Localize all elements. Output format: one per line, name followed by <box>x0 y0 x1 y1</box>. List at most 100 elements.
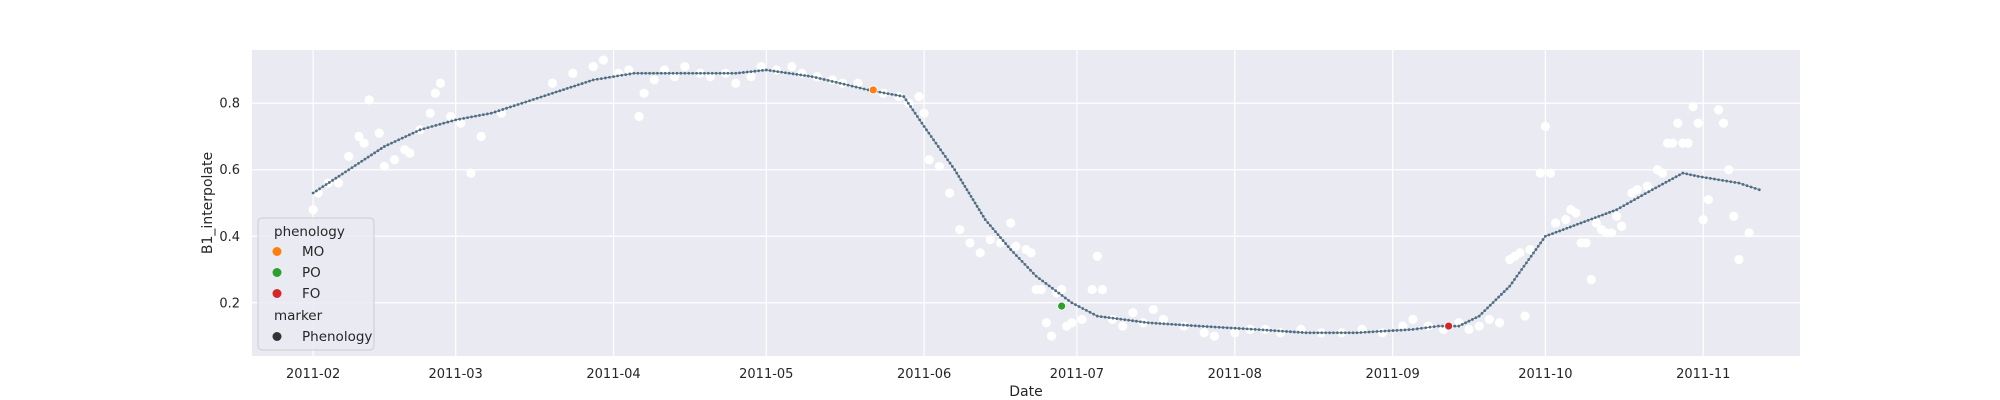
curve-point <box>1328 331 1331 335</box>
curve-point <box>1502 290 1506 293</box>
scatter-point <box>308 205 318 215</box>
curve-point <box>1678 173 1681 177</box>
curve-point <box>353 164 357 167</box>
curve-point <box>906 101 910 105</box>
curve-point <box>311 191 315 195</box>
curve-point <box>1510 281 1514 285</box>
curve-point <box>950 165 954 168</box>
curve-point <box>1185 323 1189 327</box>
curve-point <box>902 95 906 98</box>
curve-point <box>1467 319 1471 323</box>
curve-point <box>1201 324 1205 328</box>
curve-point <box>975 204 979 208</box>
curve-point <box>1050 286 1054 290</box>
y-axis-label: B1_interpolate <box>200 152 216 254</box>
curve-point <box>738 71 741 75</box>
curve-point <box>363 157 367 161</box>
curve-point <box>1753 186 1757 190</box>
x-tick-label: 2011-02 <box>286 367 340 382</box>
curve-point <box>1257 328 1261 332</box>
curve-point <box>1590 217 1594 221</box>
curve-point <box>826 79 830 82</box>
scatter-point <box>1744 228 1754 238</box>
curve-point <box>1057 291 1061 295</box>
curve-point <box>1213 325 1217 329</box>
curve-point <box>1480 311 1484 315</box>
curve-point <box>1497 295 1501 299</box>
curve-point <box>1245 327 1249 331</box>
scatter-point <box>1057 284 1067 295</box>
curve-point <box>1411 327 1415 331</box>
interpolated-curve <box>311 68 1761 335</box>
curve-point <box>1725 179 1729 183</box>
curve-point <box>1316 331 1320 335</box>
curve-point <box>1146 321 1150 325</box>
scatter-point <box>1550 218 1561 228</box>
curve-point <box>357 161 360 165</box>
curve-point <box>1488 303 1492 307</box>
curve-point <box>1508 284 1512 288</box>
curve-point <box>955 171 959 175</box>
curve-point <box>1615 208 1619 212</box>
curve-point <box>1158 322 1162 325</box>
curve-point <box>1004 242 1008 245</box>
scatter-point <box>1617 221 1627 231</box>
curve-point <box>324 183 328 186</box>
curve-point <box>1359 331 1363 334</box>
curve-point <box>636 71 640 75</box>
curve-point <box>850 84 854 88</box>
scatter-point <box>466 168 476 178</box>
curve-point <box>1647 190 1651 194</box>
curve-point <box>1464 321 1468 325</box>
curve-point <box>501 108 505 111</box>
curve-point <box>340 172 344 176</box>
curve-point <box>858 86 862 90</box>
curve-point <box>1543 234 1547 238</box>
curve-point <box>1273 329 1277 333</box>
curve-point <box>1081 307 1085 310</box>
curve-point <box>1261 328 1265 332</box>
curve-point <box>485 112 489 116</box>
scatter-point <box>456 118 466 128</box>
scatter-point <box>634 111 644 122</box>
scatter-point <box>1724 165 1734 175</box>
curve-point <box>1757 188 1761 192</box>
curve-point <box>407 133 411 137</box>
curve-point <box>1312 331 1316 335</box>
curve-point <box>1654 186 1658 190</box>
curve-point <box>973 201 977 205</box>
curve-point <box>1170 322 1174 326</box>
scatter-point <box>1087 284 1097 295</box>
curve-point <box>1209 325 1213 329</box>
legend-label: Phenology <box>302 329 372 345</box>
scatter-point <box>435 78 446 88</box>
curve-point <box>741 71 745 74</box>
scatter-point <box>1612 211 1622 221</box>
curve-point <box>1205 325 1209 328</box>
legend-marker <box>272 247 282 256</box>
curve-point <box>1650 188 1654 192</box>
curve-point <box>442 121 446 125</box>
curve-point <box>1713 177 1716 181</box>
y-tick-label: 0.8 <box>219 97 240 112</box>
curve-point <box>640 71 644 75</box>
scatter-point <box>568 68 578 78</box>
curve-point <box>961 181 965 185</box>
scatter-point <box>1474 321 1484 331</box>
curve-point <box>1515 274 1519 278</box>
scatter-point <box>1683 138 1693 148</box>
curve-point <box>1643 192 1647 196</box>
curve-point <box>318 187 321 191</box>
curve-point <box>337 174 341 178</box>
curve-point <box>1692 174 1696 177</box>
curve-point <box>1576 222 1579 226</box>
curve-point <box>1625 202 1629 206</box>
curve-point <box>1539 241 1543 245</box>
scatter-point <box>1484 314 1494 325</box>
scatter-point <box>547 78 558 88</box>
curve-point <box>321 185 325 189</box>
scatter-point <box>1006 218 1016 228</box>
curve-point <box>584 80 588 84</box>
curve-point <box>963 184 967 188</box>
scatter-point <box>1520 311 1530 321</box>
